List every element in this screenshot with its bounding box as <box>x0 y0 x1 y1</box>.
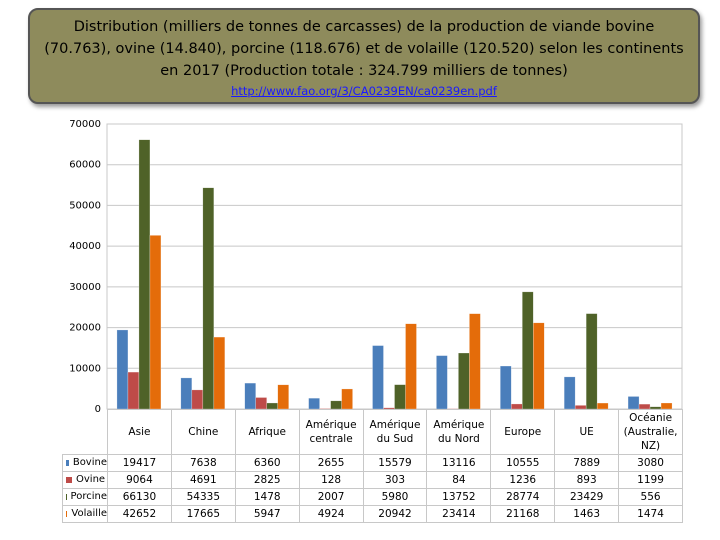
legend-swatch <box>66 494 67 500</box>
y-tick-label: 20000 <box>69 323 101 334</box>
x-tick-label: Chine <box>170 409 235 454</box>
bar <box>394 384 406 410</box>
table-value: 5947 <box>234 505 299 522</box>
bar <box>341 388 353 410</box>
bar <box>585 313 598 410</box>
bar <box>627 396 640 410</box>
x-tick-label: Afrique <box>234 409 299 454</box>
legend-entry: Ovine <box>62 471 107 488</box>
bar <box>522 291 534 410</box>
x-tick-label: Amérique du Sud <box>362 409 427 454</box>
table-value: 7889 <box>554 454 619 471</box>
table-value: 2007 <box>298 488 363 505</box>
table-value: 893 <box>554 471 619 488</box>
table-value: 1463 <box>554 505 619 522</box>
bar <box>180 377 193 410</box>
x-tick-label: Europe <box>490 409 555 454</box>
y-tick-label: 30000 <box>69 282 101 293</box>
bar <box>202 187 215 410</box>
source-link[interactable]: http://www.fao.org/3/CA0239EN/ca0239en.p… <box>231 84 497 98</box>
table-border <box>682 409 683 522</box>
bar <box>436 355 448 410</box>
table-value: 128 <box>298 471 363 488</box>
table-value: 1474 <box>618 505 682 522</box>
bar <box>149 235 162 410</box>
y-tick-label: 0 <box>95 404 101 415</box>
table-value: 13752 <box>426 488 491 505</box>
bar <box>138 139 151 410</box>
x-tick-label: Océanie (Australie, NZ) <box>618 409 682 454</box>
legend-entry: Porcine <box>62 488 107 505</box>
title-box: Distribution (milliers de tonnes de carc… <box>28 8 700 104</box>
x-tick-label: Amérique centrale <box>298 409 363 454</box>
chart-title: Distribution (milliers de tonnes de carc… <box>44 19 684 79</box>
bar <box>458 352 470 410</box>
bar <box>563 376 576 410</box>
legend-swatch <box>66 477 72 483</box>
x-tick-label: UE <box>554 409 619 454</box>
bar <box>372 345 384 410</box>
table-value: 1199 <box>618 471 682 488</box>
legend-label: Ovine <box>76 474 106 485</box>
table-value: 6360 <box>234 454 299 471</box>
table-value: 54335 <box>170 488 235 505</box>
table-value: 4924 <box>298 505 363 522</box>
table-value: 13116 <box>426 454 491 471</box>
table-value: 28774 <box>490 488 555 505</box>
y-tick-label: 40000 <box>69 241 101 252</box>
table-value: 2655 <box>298 454 363 471</box>
table-value: 3080 <box>618 454 682 471</box>
legend-entry: Bovine <box>62 454 107 471</box>
bar <box>405 323 417 410</box>
bar <box>308 397 320 410</box>
y-tick-label: 70000 <box>69 119 101 130</box>
table-value: 1236 <box>490 471 555 488</box>
table-value: 5980 <box>362 488 427 505</box>
table-value: 20942 <box>362 505 427 522</box>
bar <box>191 389 204 410</box>
bar <box>330 400 342 410</box>
table-value: 17665 <box>170 505 235 522</box>
legend-swatch <box>66 511 68 517</box>
table-value: 2825 <box>234 471 299 488</box>
x-tick-label: Asie <box>107 409 171 454</box>
bar <box>244 382 256 410</box>
legend-entry: Volaille <box>62 505 107 522</box>
y-tick-label: 60000 <box>69 160 101 171</box>
y-tick-label: 50000 <box>69 200 101 211</box>
bar <box>533 322 545 410</box>
bar <box>596 402 609 410</box>
table-value: 23429 <box>554 488 619 505</box>
bar <box>277 384 289 410</box>
table-value: 7638 <box>170 454 235 471</box>
legend-label: Porcine <box>70 491 107 502</box>
table-value: 84 <box>426 471 491 488</box>
legend-label: Bovine <box>72 457 107 468</box>
table-value: 66130 <box>107 488 171 505</box>
table-value: 303 <box>362 471 427 488</box>
table-value: 10555 <box>490 454 555 471</box>
legend-swatch <box>66 460 69 466</box>
table-border <box>62 522 683 523</box>
bar <box>469 313 481 410</box>
table-value: 15579 <box>362 454 427 471</box>
table-value: 1478 <box>234 488 299 505</box>
table-value: 42652 <box>107 505 171 522</box>
bar <box>213 336 226 410</box>
legend-label: Volaille <box>71 508 107 519</box>
bar <box>116 329 129 410</box>
bar <box>127 371 140 410</box>
x-tick-label: Amérique du Nord <box>426 409 491 454</box>
y-tick-label: 10000 <box>69 363 101 374</box>
table-value: 9064 <box>107 471 171 488</box>
bar <box>255 397 267 410</box>
table-value: 21168 <box>490 505 555 522</box>
table-value: 556 <box>618 488 682 505</box>
table-value: 4691 <box>170 471 235 488</box>
table-value: 23414 <box>426 505 491 522</box>
bar <box>500 365 512 410</box>
table-value: 19417 <box>107 454 171 471</box>
